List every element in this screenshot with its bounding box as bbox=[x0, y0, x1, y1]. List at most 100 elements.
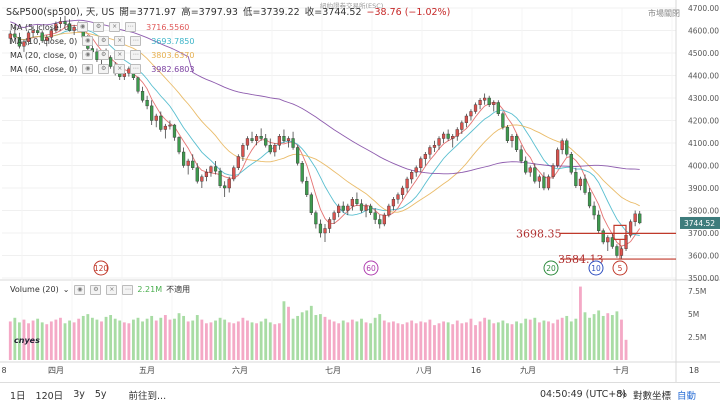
volume-bar bbox=[40, 322, 44, 360]
volume-bar bbox=[8, 321, 12, 360]
chevron-down-icon[interactable]: ⌄ bbox=[62, 285, 70, 294]
candle-body bbox=[556, 149, 560, 166]
price-tick-label: 3600.00 bbox=[688, 252, 719, 261]
count-marker bbox=[543, 260, 559, 276]
volume-bar bbox=[214, 320, 217, 360]
volume-bar bbox=[282, 301, 286, 360]
candle-body bbox=[291, 138, 295, 148]
close-icon[interactable]: × bbox=[109, 22, 121, 32]
volume-bar bbox=[597, 310, 601, 360]
more-icon[interactable]: ⋯ bbox=[122, 284, 134, 295]
volume-bar bbox=[177, 313, 181, 360]
volume-bar bbox=[36, 318, 40, 360]
percent-button[interactable]: % bbox=[618, 389, 628, 400]
volume-bar bbox=[601, 315, 605, 360]
ma-value: 3982.6803 bbox=[151, 64, 195, 74]
time-tick-label: 七月 bbox=[325, 366, 341, 375]
volume-bar bbox=[615, 311, 619, 360]
volume-bar bbox=[528, 319, 532, 360]
gear-icon[interactable]: ⚙ bbox=[98, 36, 110, 46]
volume-bar bbox=[31, 320, 35, 360]
volume-bar bbox=[200, 319, 204, 360]
log-scale-button[interactable]: 對數坐標 bbox=[633, 390, 672, 402]
close-icon[interactable]: × bbox=[114, 64, 126, 74]
volume-bar bbox=[264, 318, 268, 360]
candle-body bbox=[273, 145, 277, 153]
volume-bar bbox=[387, 322, 391, 360]
auto-scale-button[interactable]: 自動 bbox=[677, 390, 697, 402]
eye-icon[interactable]: ◉ bbox=[82, 64, 94, 74]
gear-icon[interactable]: ⚙ bbox=[98, 64, 110, 74]
range-120d-button[interactable]: 120日 bbox=[35, 390, 64, 402]
low-value: 低=3739.22 bbox=[242, 7, 300, 18]
gear-icon[interactable]: ⚙ bbox=[93, 22, 105, 32]
price-axis: 3500.00 3600.00 3700.00 3800.00 3900.00 4000.… bbox=[1, 4, 720, 375]
time-tick-label: 四月 bbox=[48, 366, 64, 375]
eye-icon[interactable]: ◉ bbox=[74, 284, 86, 295]
candle-body bbox=[154, 115, 158, 121]
volume-bar bbox=[414, 323, 418, 360]
gear-icon[interactable]: ⚙ bbox=[98, 50, 110, 60]
gear-icon[interactable]: ⚙ bbox=[90, 284, 102, 295]
candle-body bbox=[583, 178, 587, 193]
candle-body bbox=[254, 136, 259, 141]
candle-body bbox=[218, 170, 222, 186]
more-icon[interactable]: ⋯ bbox=[130, 64, 142, 74]
volume-status: 不適用 bbox=[166, 285, 191, 294]
eye-icon[interactable]: ◉ bbox=[77, 22, 89, 32]
volume-label: Volume (20) bbox=[10, 285, 59, 294]
ma-legend-row: MA (10, close, 0) ◉ ⚙ × ⋯ 3693.7850 bbox=[10, 36, 194, 46]
candle-body bbox=[501, 113, 505, 128]
candle-body bbox=[213, 166, 218, 172]
range-1d-button[interactable]: 1日 bbox=[10, 390, 26, 402]
candle-body bbox=[537, 176, 541, 182]
volume-bar bbox=[396, 323, 400, 360]
volume-bar bbox=[268, 322, 272, 360]
volume-bar bbox=[355, 321, 359, 360]
close-icon[interactable]: × bbox=[114, 36, 126, 46]
candle-body bbox=[597, 214, 601, 231]
volume-bar bbox=[469, 318, 473, 360]
more-icon[interactable]: ⋯ bbox=[125, 22, 137, 32]
candle-body bbox=[309, 194, 313, 213]
volume-bar bbox=[49, 321, 53, 360]
candle-body bbox=[483, 97, 487, 101]
symbol-title[interactable]: S&P500(sp500), 天, US bbox=[6, 7, 115, 18]
candle-body bbox=[67, 23, 72, 31]
candle-body bbox=[286, 138, 291, 141]
range-5y-button[interactable]: 5y bbox=[94, 389, 107, 400]
candle-body bbox=[140, 91, 145, 101]
volume-bar bbox=[59, 317, 62, 360]
candle-body bbox=[387, 205, 391, 216]
candle-body bbox=[40, 32, 44, 41]
candle-body bbox=[382, 214, 386, 225]
volume-bar bbox=[474, 325, 477, 360]
close-icon[interactable]: × bbox=[106, 284, 118, 295]
volume-bar bbox=[100, 321, 103, 360]
goto-button[interactable]: 前往到... bbox=[128, 390, 167, 402]
candle-body bbox=[628, 221, 633, 236]
volume-bar bbox=[90, 317, 94, 360]
volume-bar bbox=[501, 320, 505, 360]
volume-bar bbox=[68, 320, 71, 360]
volume-bar bbox=[537, 322, 541, 360]
eye-icon[interactable]: ◉ bbox=[82, 36, 94, 46]
candle-body bbox=[136, 77, 140, 92]
candle-body bbox=[341, 205, 345, 211]
more-icon[interactable]: ⋯ bbox=[130, 50, 142, 60]
candle-body bbox=[172, 124, 177, 138]
candle-body bbox=[250, 138, 254, 141]
volume-bar bbox=[423, 322, 427, 360]
volume-bar bbox=[551, 323, 555, 360]
volume-bar bbox=[236, 321, 240, 360]
count-marker-label: 120 bbox=[94, 264, 109, 273]
close-icon[interactable]: × bbox=[114, 50, 126, 60]
volume-bar bbox=[405, 322, 409, 360]
price-tick-label: 4100.00 bbox=[688, 139, 719, 148]
more-icon[interactable]: ⋯ bbox=[130, 36, 142, 46]
eye-icon[interactable]: ◉ bbox=[82, 50, 94, 60]
volume-bar bbox=[150, 315, 154, 360]
range-3y-button[interactable]: 3y bbox=[73, 389, 85, 400]
